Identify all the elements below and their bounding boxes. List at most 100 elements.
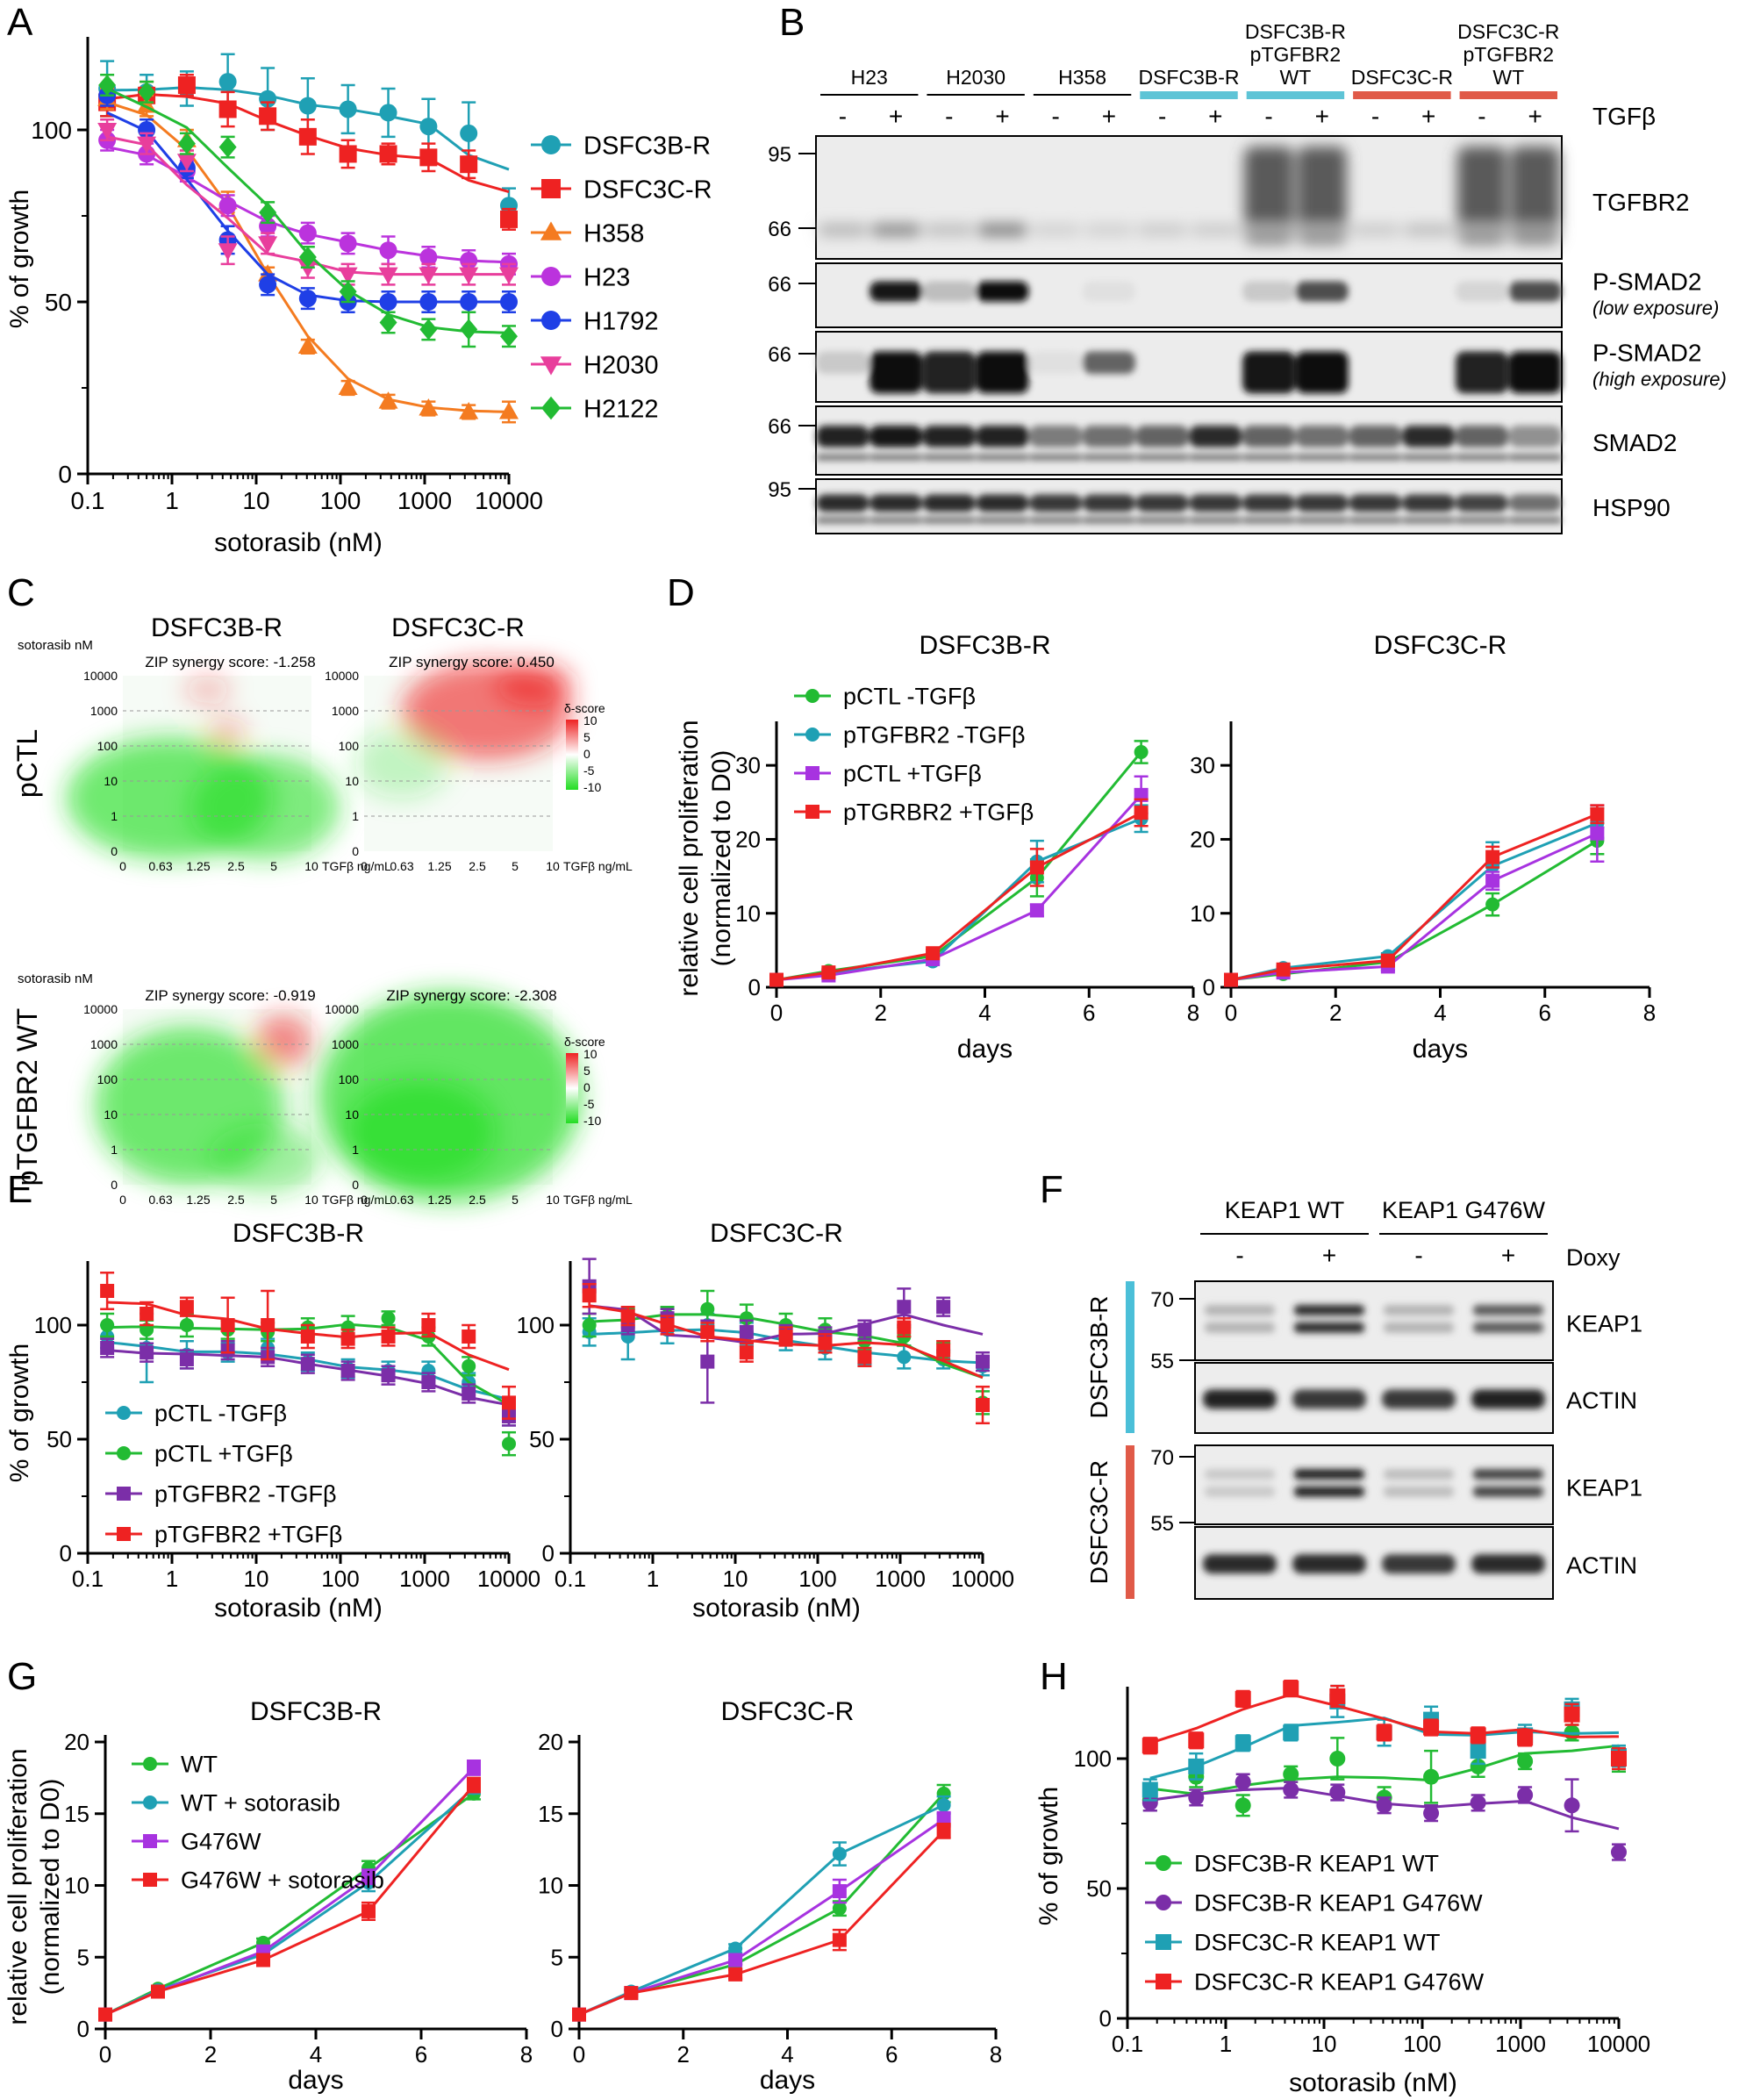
data-point xyxy=(140,1307,154,1321)
band-smear xyxy=(1297,147,1347,243)
legend-marker xyxy=(540,221,562,240)
band xyxy=(1456,224,1506,236)
band xyxy=(1350,224,1400,236)
data-point xyxy=(256,1953,270,1967)
series-6 xyxy=(98,74,518,348)
legend-marker xyxy=(1156,1895,1171,1910)
data-point xyxy=(381,1368,396,1383)
series-3 xyxy=(769,798,1149,987)
lane-group-label: H23 xyxy=(851,66,888,89)
data-point xyxy=(897,1320,912,1335)
data-point xyxy=(728,1953,743,1967)
legend-tick: -10 xyxy=(583,1114,601,1128)
treatment-sign: - xyxy=(945,103,953,130)
blot-membrane xyxy=(1194,1280,1554,1361)
legend-entry: pCTL +TGFβ xyxy=(843,761,982,787)
lane-group-bar xyxy=(1459,91,1557,99)
data-point xyxy=(897,1300,912,1315)
blot-row-2: 66 P-SMAD2(high exposure) xyxy=(768,331,1727,403)
lane-group-label: H2030 xyxy=(946,66,1005,89)
treatment-sign: - xyxy=(839,103,847,130)
x-tick-label: 2 xyxy=(677,2041,690,2068)
chart-title: DSFC3C-R xyxy=(1374,631,1507,660)
data-point xyxy=(339,100,357,118)
synergy-score: ZIP synergy score: 0.450 xyxy=(389,654,555,670)
series-line xyxy=(1230,813,1598,982)
band-layer xyxy=(818,147,1560,243)
band xyxy=(1189,494,1242,512)
data-point xyxy=(620,1330,635,1344)
y-tick-label: 100 xyxy=(517,1312,555,1338)
band xyxy=(816,351,870,374)
chart-panel-e: 0.1 1 10 100 1000 10000050100DSFC3B-Rsotorasi… xyxy=(5,1219,1014,1623)
x-axis-title: sotorasib (nM) xyxy=(214,528,383,557)
data-point xyxy=(857,1350,872,1365)
data-point xyxy=(340,1331,355,1346)
band-layer xyxy=(1205,1469,1543,1497)
y-tick-label: 10 xyxy=(345,1107,359,1122)
data-point xyxy=(258,236,278,254)
y-tick-label: 100 xyxy=(1074,1745,1112,1772)
band xyxy=(922,351,976,394)
data-point xyxy=(259,107,277,125)
column-title: DSFC3C-R xyxy=(391,613,525,642)
band-lower xyxy=(1508,454,1562,461)
protein-label: KEAP1 xyxy=(1566,1475,1642,1502)
mw-marker: 70 xyxy=(1150,1446,1174,1470)
band-lower xyxy=(1295,454,1349,461)
panel-label-b: B xyxy=(779,1,805,44)
data-point xyxy=(421,1375,436,1389)
band xyxy=(924,224,974,236)
band-lower xyxy=(1242,454,1296,461)
data-point xyxy=(1470,1758,1486,1774)
band-lower xyxy=(1135,454,1189,461)
y-tick-label: 10000 xyxy=(83,669,118,683)
y-tick-label: 1 xyxy=(111,809,118,823)
band-lower xyxy=(1189,517,1242,524)
data-point xyxy=(459,401,479,419)
protein-label: ACTIN xyxy=(1566,1387,1637,1414)
data-point xyxy=(936,1797,951,1812)
band xyxy=(1349,425,1402,448)
legend-marker xyxy=(540,356,562,376)
data-point xyxy=(340,1364,355,1378)
band xyxy=(1205,1486,1275,1497)
band xyxy=(1294,1305,1364,1315)
data-point xyxy=(298,290,317,308)
legend-tick: 10 xyxy=(583,713,598,727)
data-point xyxy=(1611,1751,1627,1767)
blot-row-1: 66 P-SMAD2(low exposure) xyxy=(768,262,1719,328)
legend-entry: DSFC3C-R xyxy=(583,176,712,204)
y-tick-label: 100 xyxy=(339,1072,360,1086)
y-tick-label: 1000 xyxy=(332,704,359,718)
band xyxy=(922,494,976,512)
band xyxy=(1082,494,1135,512)
band xyxy=(1382,1554,1456,1574)
band xyxy=(1384,1486,1454,1497)
band xyxy=(818,224,868,236)
data-point xyxy=(179,1318,194,1332)
y-tick-label: 1000 xyxy=(332,1037,359,1051)
protein-label: TGFBR2 xyxy=(1592,189,1689,216)
x-axis-title: days xyxy=(760,2066,815,2095)
data-point xyxy=(259,202,277,224)
data-point xyxy=(339,234,357,253)
band xyxy=(1384,1305,1454,1315)
x-tick-label: 10 xyxy=(546,859,560,873)
band xyxy=(1473,1305,1543,1315)
data-point xyxy=(297,336,318,354)
mw-marker: 70 xyxy=(1150,1288,1174,1312)
data-point xyxy=(728,1941,743,1956)
band xyxy=(1203,1554,1277,1574)
data-point xyxy=(379,104,397,122)
data-point xyxy=(460,124,478,142)
x-tick-label: 0.63 xyxy=(390,1193,413,1207)
legend-entry: DSFC3C-R KEAP1 G476W xyxy=(1194,1969,1485,1996)
x-tick-label: 1.25 xyxy=(186,859,210,873)
color-bar xyxy=(566,1053,578,1123)
legend-tick: 0 xyxy=(583,747,590,761)
blot-row-3: ACTIN xyxy=(1194,1526,1637,1600)
